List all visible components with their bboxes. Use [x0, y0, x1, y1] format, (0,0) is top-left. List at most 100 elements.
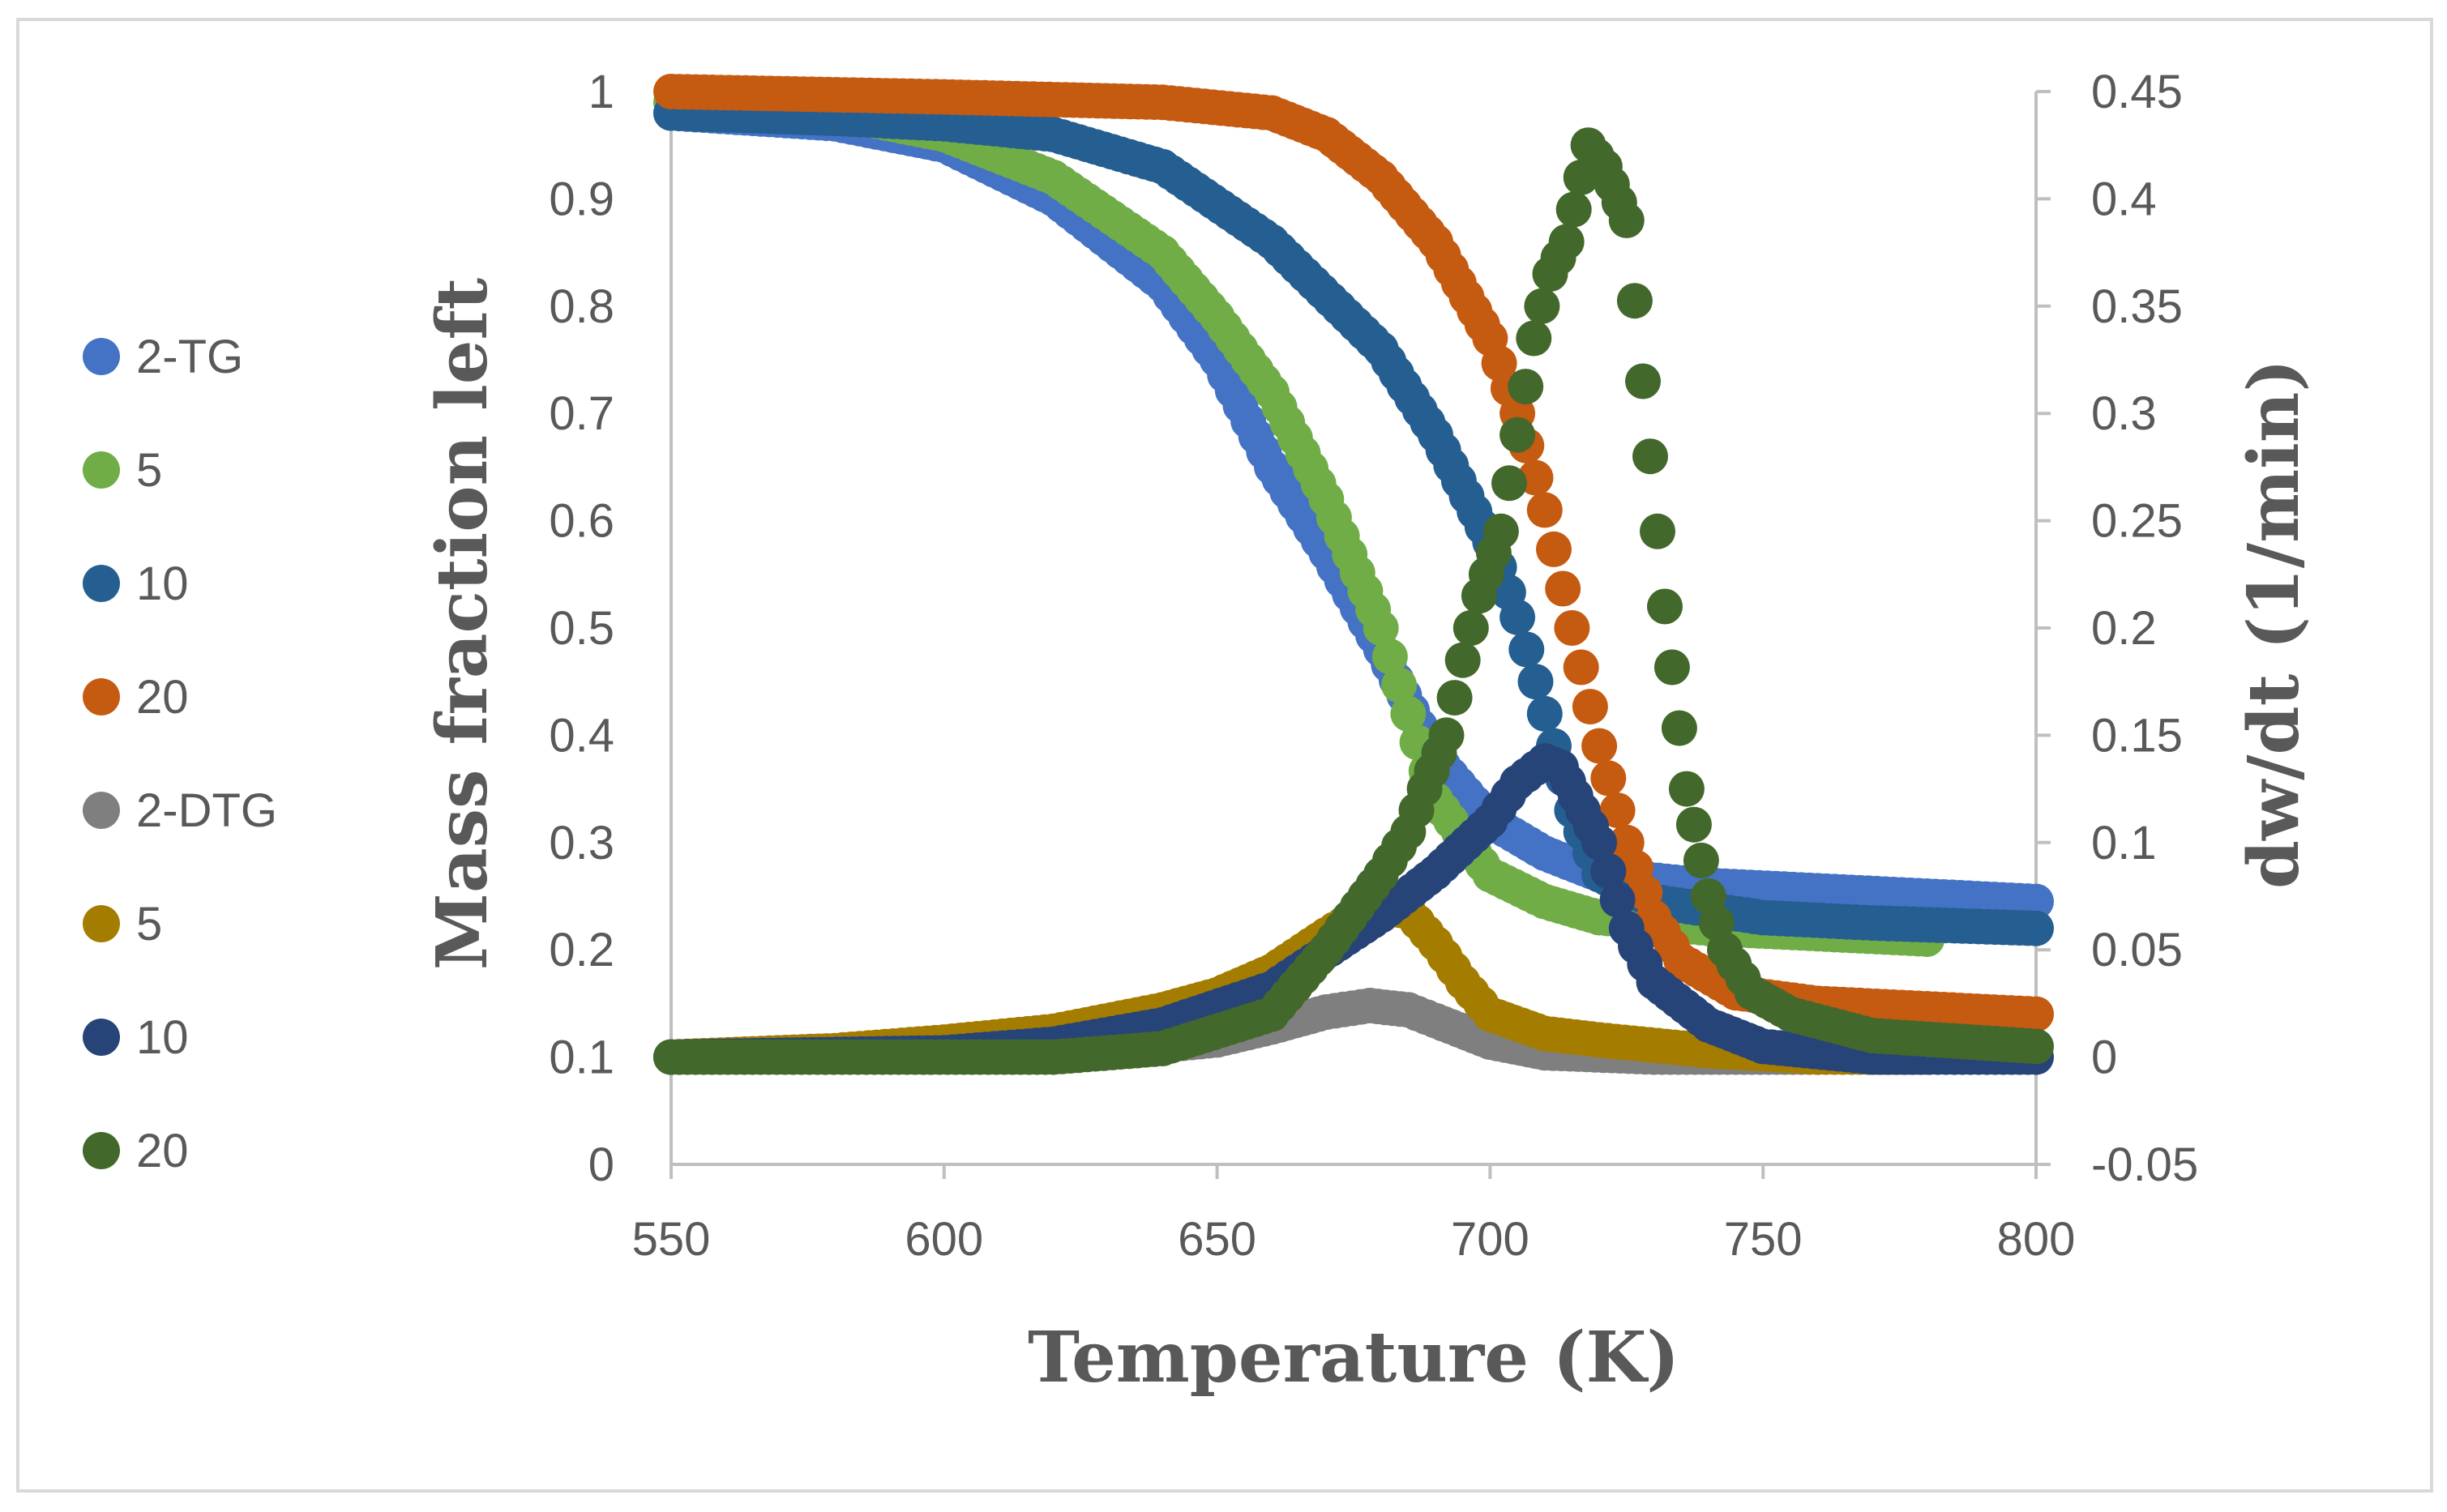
legend-marker	[83, 678, 120, 715]
data-point	[1381, 667, 1418, 703]
data-point	[2018, 1028, 2054, 1065]
data-point	[1482, 513, 1519, 549]
data-point	[1517, 664, 1554, 700]
data-point	[1632, 438, 1668, 475]
data-point	[1625, 363, 1661, 399]
y-tick-label: 0.3	[549, 817, 614, 869]
data-point	[1683, 842, 1719, 878]
series-7-20	[653, 127, 2054, 1075]
y-axis-title: Mass fraction left	[421, 278, 503, 971]
y-tick-label: 0.7	[549, 387, 614, 440]
legend-label: 20	[136, 1125, 189, 1177]
data-point	[1452, 610, 1489, 646]
y-tick-label: 0.5	[549, 602, 614, 655]
data-point	[1508, 369, 1544, 405]
x-tick-label: 550	[632, 1213, 711, 1266]
data-point	[1675, 806, 1712, 843]
y-tick-label: 1	[588, 66, 614, 118]
data-point	[1548, 224, 1585, 260]
series-0-2-tg	[653, 95, 2054, 920]
legend: 2-TG 5 10 20 2-DTG 5 10 20	[83, 331, 277, 1177]
data-point	[1536, 531, 1572, 567]
data-point	[1599, 792, 1636, 829]
data-point	[1563, 649, 1599, 686]
legend-marker	[83, 338, 120, 375]
x-tick-label: 650	[1178, 1213, 1256, 1266]
data-point	[1491, 465, 1527, 502]
data-point	[1436, 680, 1473, 716]
axes	[670, 90, 2051, 1179]
y-tick-label: 0.4	[549, 709, 614, 762]
data-point	[1524, 288, 1560, 324]
data-point	[2018, 910, 2054, 946]
chart-frame	[16, 18, 2433, 1493]
data-point	[1516, 320, 1552, 357]
y2-tick-label: 0.15	[2091, 709, 2183, 762]
data-point	[1526, 492, 1563, 528]
data-point	[1555, 191, 1592, 228]
data-point	[1616, 283, 1653, 319]
legend-marker	[83, 565, 120, 602]
data-point	[1428, 717, 1465, 754]
data-point	[1698, 905, 1735, 942]
data-point	[1590, 853, 1627, 890]
x-tick-label: 750	[1724, 1213, 1803, 1266]
y2-tick-label: 0.3	[2091, 387, 2157, 440]
y2-tick-label: 0	[2091, 1031, 2117, 1084]
y2-tick-label: 0.35	[2091, 280, 2183, 333]
data-point	[1371, 639, 1408, 675]
data-point	[1661, 710, 1697, 746]
y-tick-label: 0.1	[549, 1031, 614, 1084]
data-point	[1653, 649, 1690, 686]
legend-label: 10	[136, 557, 189, 610]
y2-tick-label: 0.45	[2091, 66, 2183, 118]
y2-tick-label: 0.2	[2091, 602, 2157, 655]
data-point	[1545, 570, 1581, 607]
x-tick-labels: 550 600 650 700 750 800	[632, 1213, 2076, 1266]
y2-tick-label: 0.25	[2091, 495, 2183, 548]
legend-marker	[83, 1019, 120, 1056]
y2-tick-label: 0.1	[2091, 817, 2157, 869]
y2-tick-label: -0.05	[2091, 1138, 2198, 1191]
series-3-20	[653, 74, 2054, 1032]
legend-marker	[83, 792, 120, 829]
data-point	[1608, 202, 1645, 238]
y2-tick-labels: -0.05 0 0.05 0.1 0.15 0.2 0.25 0.3 0.35 0.4 0.45	[2091, 66, 2198, 1191]
data-point	[1690, 878, 1726, 914]
y-tick-label: 0.6	[549, 495, 614, 548]
legend-label: 20	[136, 671, 189, 724]
data-point	[1554, 610, 1590, 646]
y-tick-label: 0.9	[549, 173, 614, 225]
x-axis-title: Temperature (K)	[1028, 1317, 1679, 1399]
legend-label: 5	[136, 444, 162, 497]
data-point	[1572, 689, 1608, 725]
legend-marker	[83, 1132, 120, 1169]
data-point	[1499, 416, 1536, 453]
data-point	[1668, 771, 1705, 807]
data-point	[1390, 695, 1427, 732]
data-point	[1444, 642, 1481, 678]
series-2-10	[653, 95, 2054, 946]
legend-marker	[83, 451, 120, 489]
data-point	[1363, 610, 1399, 646]
x-tick-label: 600	[905, 1213, 983, 1266]
legend-label: 2-TG	[136, 331, 243, 383]
data-point	[1581, 728, 1618, 764]
data-point	[1647, 588, 1683, 625]
data-point	[1581, 824, 1618, 861]
y-tick-label: 0	[588, 1138, 614, 1191]
data-point	[1508, 631, 1545, 668]
data-point	[2018, 996, 2054, 1032]
x-tick-label: 700	[1451, 1213, 1529, 1266]
legend-label: 2-DTG	[136, 784, 277, 837]
data-points	[653, 74, 2054, 1075]
legend-label: 5	[136, 898, 162, 950]
legend-label: 10	[136, 1011, 189, 1064]
legend-marker	[83, 905, 120, 942]
y-tick-labels: 0 0.1 0.2 0.3 0.4 0.5 0.6 0.7 0.8 0.9 1	[549, 66, 614, 1191]
y2-tick-label: 0.4	[2091, 173, 2157, 225]
data-point	[1640, 513, 1675, 549]
y-tick-label: 0.2	[549, 924, 614, 976]
data-point	[1499, 599, 1536, 635]
